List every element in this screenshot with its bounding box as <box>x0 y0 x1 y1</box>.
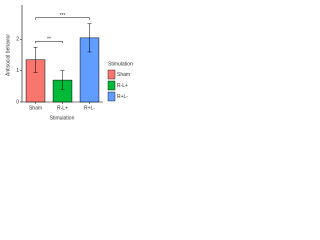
y-tick-label: 1 <box>16 68 19 74</box>
y-tick-label: 0 <box>16 99 19 105</box>
significance-label: ** <box>47 37 51 43</box>
legend-key <box>107 69 116 80</box>
legend-label: Sham <box>117 72 130 78</box>
x-axis-title: Stimulation <box>50 115 75 121</box>
legend-title: Stimulation <box>108 61 133 67</box>
y-axis-title: Antisocial behavior <box>5 34 11 76</box>
significance-bracket <box>35 40 63 44</box>
error-bar <box>33 46 38 73</box>
x-tick-label: R-L+ <box>57 105 68 111</box>
significance-label: *** <box>60 13 66 19</box>
legend-label: R+L- <box>117 94 128 100</box>
error-bar <box>87 23 92 53</box>
legend-key <box>107 91 116 102</box>
y-tick-label: 2 <box>16 37 19 43</box>
legend-key <box>107 80 116 91</box>
legend-label: R-L+ <box>117 83 128 89</box>
chart: Antisocial behavior Stimulation Stimulat… <box>5 5 133 121</box>
significance-bracket <box>35 17 90 20</box>
error-bar <box>60 70 65 90</box>
x-tick-label: R+L- <box>84 105 95 111</box>
x-tick-label: Sham <box>29 105 42 111</box>
